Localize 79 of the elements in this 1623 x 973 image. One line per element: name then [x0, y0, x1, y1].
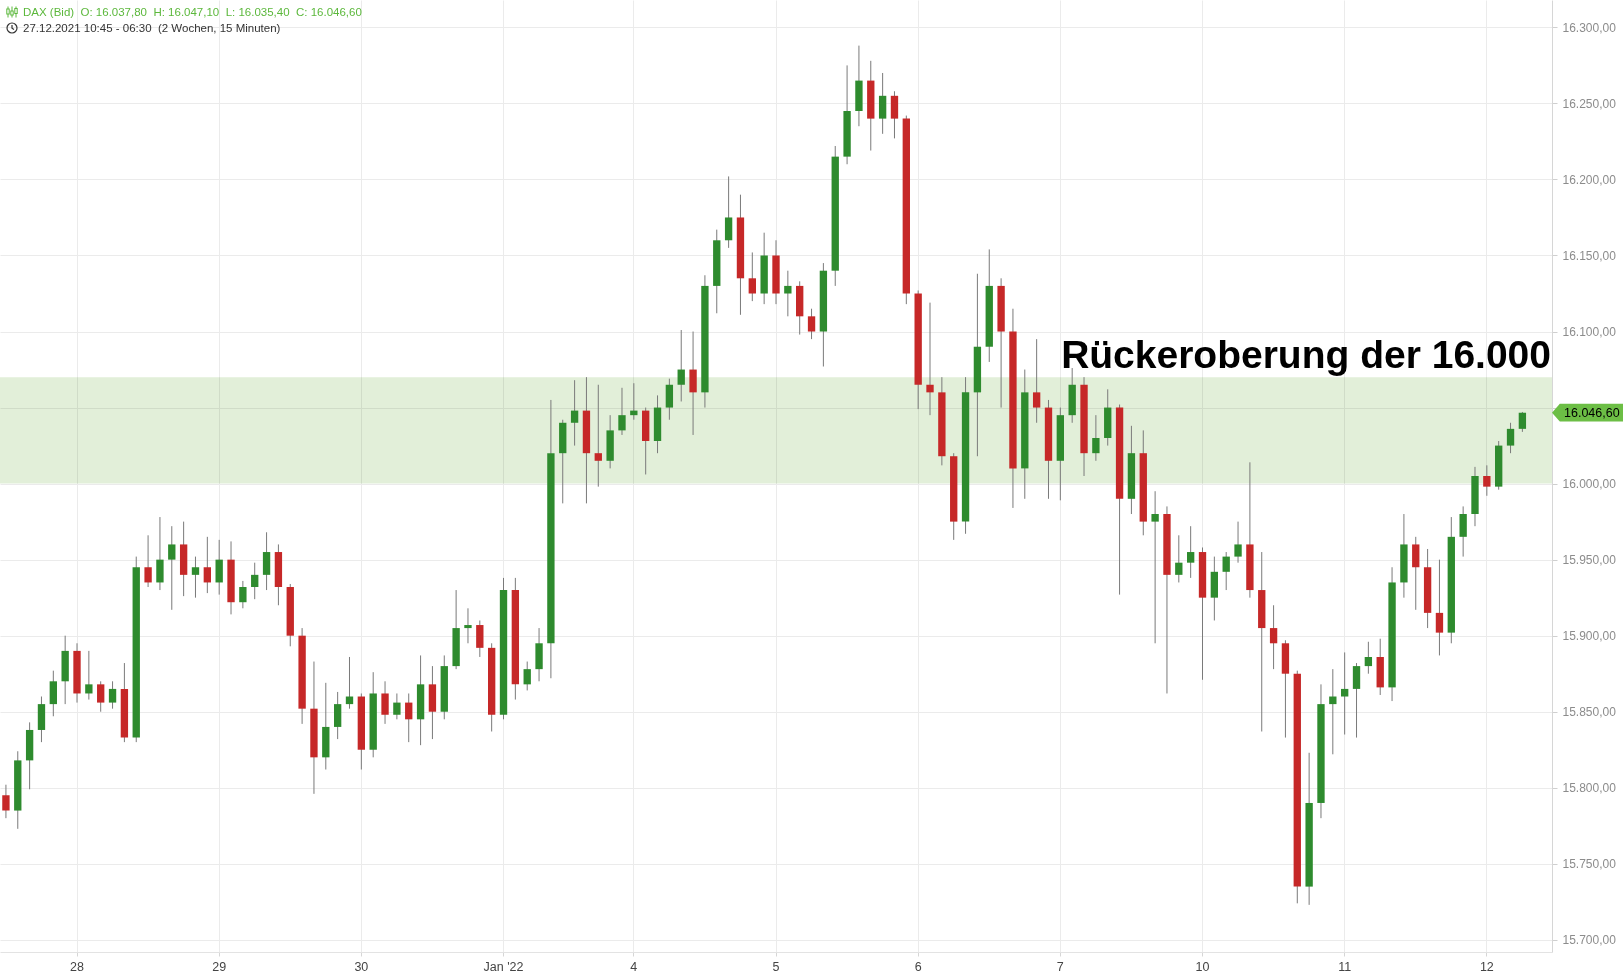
x-tick-label: 10	[1195, 959, 1210, 973]
y-tick-label: 16.300,00	[1562, 20, 1617, 35]
candlestick	[1234, 521, 1242, 564]
candlestick	[1352, 662, 1361, 739]
candlestick	[144, 534, 152, 588]
x-tick-label: 6	[914, 959, 922, 973]
candlestick	[618, 387, 626, 436]
candlestick	[1412, 536, 1420, 611]
band-label: Rückeroberung der 16.000	[1061, 333, 1551, 377]
y-tick-label: 16.000,00	[1562, 477, 1617, 492]
candlestick	[215, 539, 223, 596]
candlestick	[1151, 490, 1159, 644]
x-tick-label: 4	[630, 959, 638, 973]
candlestick	[97, 680, 105, 713]
candlestick	[1518, 411, 1527, 433]
y-tick-label: 16.100,00	[1562, 325, 1617, 340]
candlestick	[251, 562, 259, 600]
candlestick	[168, 525, 176, 611]
candlestick	[2, 784, 10, 819]
candlestick	[405, 692, 413, 743]
x-tick-label: 29	[212, 959, 227, 973]
y-tick-label: 16.250,00	[1562, 96, 1617, 111]
candlestick	[1269, 604, 1278, 670]
x-tick-label: 28	[70, 959, 85, 973]
candlestick	[476, 619, 484, 658]
candlestick	[85, 650, 93, 701]
x-tick-label: 30	[354, 959, 369, 973]
candlestick	[1032, 338, 1041, 424]
candlestick	[1435, 559, 1444, 656]
x-tick-label: 12	[1479, 959, 1494, 973]
candlestick	[1459, 505, 1467, 558]
candlestick	[1506, 422, 1515, 454]
candlestick	[570, 379, 579, 447]
x-tick-label: 7	[1056, 959, 1064, 973]
candlestick	[191, 556, 200, 599]
y-tick-label: 16.200,00	[1562, 172, 1617, 187]
y-tick-label: 15.800,00	[1562, 781, 1617, 796]
candlestick	[1222, 551, 1230, 591]
candlestick	[393, 692, 401, 720]
y-tick-label: 15.950,00	[1562, 553, 1617, 568]
text: DAX (Bid) O: 16.037,80 H: 16.047,10 L: 16.035,40 C: 16.046,60	[23, 5, 362, 20]
x-tick-label: Jan '22	[483, 959, 524, 973]
candlestick	[890, 90, 899, 139]
candlestick	[878, 72, 887, 135]
y-tick-label: 15.700,00	[1562, 933, 1617, 948]
candlestick	[49, 670, 57, 717]
candlestick	[464, 607, 472, 644]
candlestick	[108, 680, 117, 710]
candlestick	[1364, 641, 1373, 675]
candlestick	[724, 175, 733, 249]
candlestick	[1092, 414, 1100, 462]
candlestick	[689, 331, 697, 436]
candlestick	[748, 251, 756, 302]
candlestick	[594, 384, 602, 488]
candlestick	[203, 536, 211, 594]
candlestick	[262, 531, 271, 591]
y-tick-label: 15.850,00	[1562, 705, 1617, 720]
candlestick	[381, 680, 389, 725]
candlestick	[1341, 651, 1349, 736]
candlestick	[1175, 534, 1183, 583]
candlestick	[1186, 525, 1195, 579]
y-tick-label: 15.750,00	[1562, 857, 1617, 872]
candlestick	[677, 329, 685, 402]
candlestick	[1483, 464, 1491, 497]
candlestick	[523, 661, 531, 691]
x-tick-label: 11	[1338, 959, 1352, 973]
candlestick	[926, 302, 934, 416]
candlestick	[665, 378, 674, 421]
y-tick-label: 16.150,00	[1562, 248, 1617, 263]
candlestick	[630, 382, 638, 421]
x-tick-label: 5	[772, 959, 780, 973]
y-tick-label: 15.900,00	[1562, 629, 1617, 644]
candlestick	[156, 516, 164, 591]
candlestick	[333, 691, 342, 740]
candlestick	[239, 580, 247, 609]
candlestick	[784, 270, 792, 317]
candlestick	[807, 308, 816, 340]
text: 16.046,60	[1564, 405, 1620, 420]
text: 27.12.2021 10:45 - 06:30 (2 Wochen, 15 Minuten)	[23, 21, 281, 36]
